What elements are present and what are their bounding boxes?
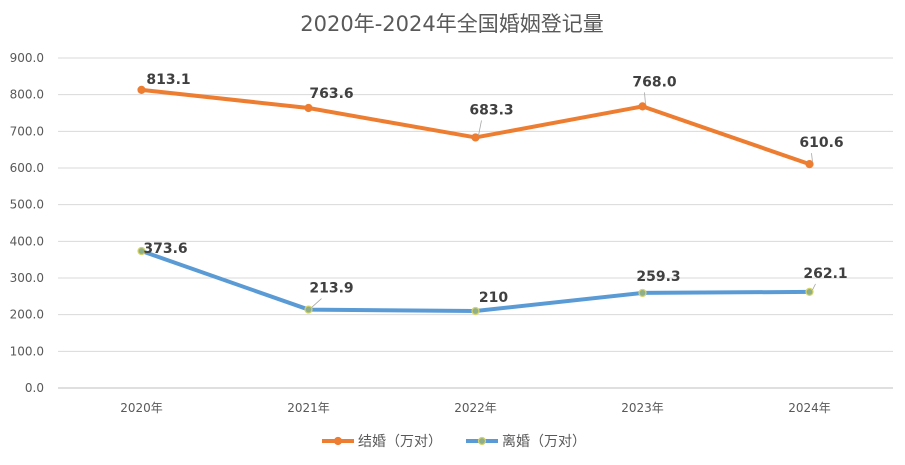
x-tick-label: 2022年 <box>454 401 497 415</box>
x-tick-label: 2023年 <box>621 401 664 415</box>
data-point <box>805 160 814 169</box>
data-point <box>805 287 814 296</box>
chart-title: 2020年-2024年全国婚姻登记量 <box>300 12 603 36</box>
y-tick-label: 400.0 <box>10 234 44 248</box>
y-tick-label: 700.0 <box>10 124 44 138</box>
data-label: 813.1 <box>146 72 190 88</box>
data-point <box>638 102 647 111</box>
legend-item-1: 离婚（万对） <box>466 433 586 450</box>
data-label: 262.1 <box>803 266 847 282</box>
leader-line <box>812 283 816 291</box>
x-tick-label: 2021年 <box>287 401 330 415</box>
legend-marker <box>477 436 487 446</box>
legend-item-0: 结婚（万对） <box>322 434 442 450</box>
leader-line <box>811 153 813 163</box>
data-label: 683.3 <box>469 102 513 118</box>
data-label: 373.6 <box>143 241 187 257</box>
series-line-0 <box>141 87 811 167</box>
x-tick-label: 2024年 <box>788 401 831 415</box>
y-tick-label: 100.0 <box>10 344 44 358</box>
y-tick-label: 200.0 <box>10 308 44 322</box>
y-tick-label: 500.0 <box>10 198 44 212</box>
data-label: 210 <box>479 290 508 306</box>
data-label: 259.3 <box>636 269 680 285</box>
y-tick-label: 0.0 <box>25 381 44 395</box>
leader-line <box>644 92 646 105</box>
data-point <box>638 288 647 298</box>
data-point <box>137 246 146 256</box>
data-point <box>471 306 480 316</box>
data-label: 763.6 <box>309 86 353 102</box>
series-line-1 <box>140 249 810 313</box>
y-tick-label: 600.0 <box>10 161 44 175</box>
x-tick-label: 2020年 <box>120 401 163 415</box>
legend-label: 结婚（万对） <box>358 434 442 450</box>
data-point <box>304 305 313 314</box>
legend-marker <box>333 436 343 446</box>
y-tick-label: 800.0 <box>10 88 44 102</box>
data-point <box>471 133 480 142</box>
y-tick-label: 300.0 <box>10 271 44 285</box>
data-label: 213.9 <box>309 281 353 297</box>
data-label: 768.0 <box>632 74 677 90</box>
leader-line <box>311 298 322 308</box>
y-tick-label: 900.0 <box>10 51 44 65</box>
data-label: 610.6 <box>799 135 843 151</box>
data-point <box>137 85 146 94</box>
legend-label: 离婚（万对） <box>502 433 586 450</box>
data-point <box>304 103 313 113</box>
leader-line <box>478 120 482 136</box>
